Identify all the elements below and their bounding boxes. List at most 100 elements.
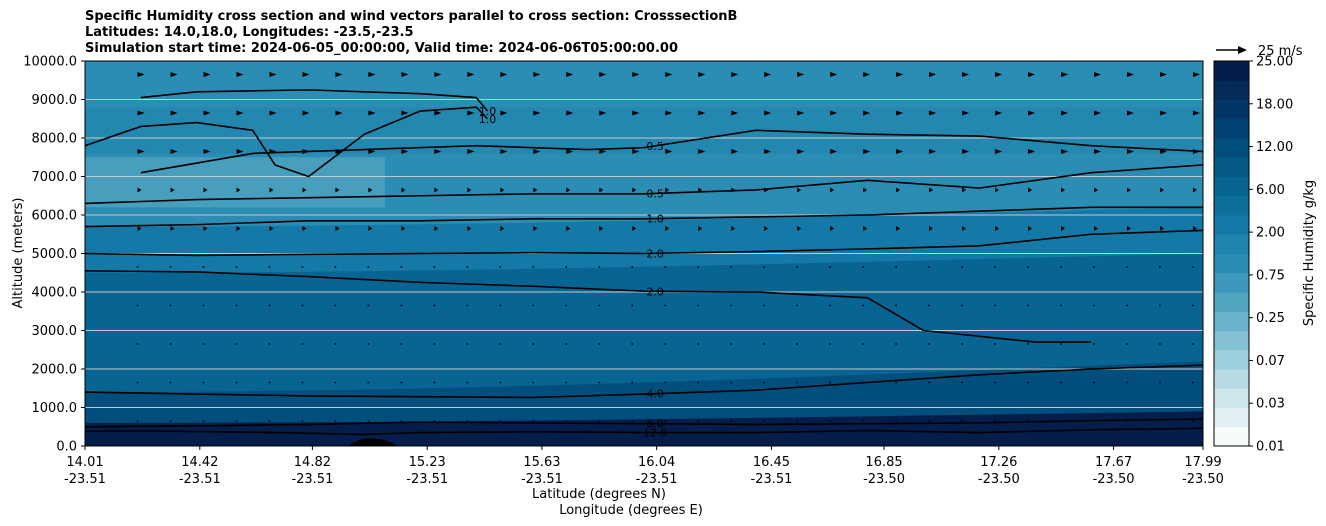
x-tick-lat-0: 14.01 xyxy=(66,455,103,470)
wind-vector-327 xyxy=(1192,343,1194,345)
colorbar-segment-17 xyxy=(1214,99,1249,120)
wind-vector-77 xyxy=(367,343,370,345)
wind-vector-203 xyxy=(797,187,802,193)
wind-vector-326 xyxy=(1192,304,1194,307)
contour-label-4: 2.0 xyxy=(646,247,664,260)
y-tick-label-10: 10000.0 xyxy=(23,55,77,70)
wind-vector-181 xyxy=(731,110,739,116)
wind-vector-94 xyxy=(434,225,439,231)
wind-vector-86 xyxy=(400,304,403,307)
wind-vector-124 xyxy=(533,225,538,231)
wind-vector-34 xyxy=(236,225,241,231)
colorbar-segment-2 xyxy=(1214,388,1249,408)
wind-vector-143 xyxy=(599,187,604,193)
colorbar-tick-label-1: 0.03 xyxy=(1256,397,1285,412)
y-tick-label-4: 4000.0 xyxy=(32,286,78,301)
wind-vector-218 xyxy=(829,381,831,384)
wind-vector-125 xyxy=(532,266,535,268)
wind-vector-96 xyxy=(433,304,436,307)
contour-6 xyxy=(85,164,1203,205)
wind-vector-63 xyxy=(335,187,340,193)
wind-vector-188 xyxy=(730,381,733,384)
wind-vector-147 xyxy=(598,343,601,345)
wind-vector-301 xyxy=(1126,110,1134,116)
wind-vector-87 xyxy=(400,343,403,345)
contour-label-5: 1.0 xyxy=(646,213,664,226)
wind-vector-252 xyxy=(962,148,970,154)
wind-vector-72 xyxy=(368,148,376,154)
wind-vector-286 xyxy=(1060,304,1062,307)
wind-vector-255 xyxy=(961,266,963,268)
wind-vector-329 xyxy=(1192,420,1194,422)
wind-vector-67 xyxy=(334,343,337,345)
colorbar-frame xyxy=(1213,60,1250,447)
wind-vector-244 xyxy=(929,225,934,231)
colorbar-tick-label-5: 2.00 xyxy=(1256,226,1285,241)
wind-vector-119 xyxy=(499,420,502,422)
wind-vector-182 xyxy=(731,148,739,154)
contour-9 xyxy=(140,89,489,112)
x-tick-lat-3: 15.23 xyxy=(409,455,446,470)
wind-vector-141 xyxy=(599,110,607,116)
wind-vector-217 xyxy=(829,343,831,345)
colorbar-segment-10 xyxy=(1214,234,1249,254)
wind-vector-260 xyxy=(995,71,1003,77)
x-tick-lon-9: -23.50 xyxy=(1093,472,1135,487)
wind-vector-257 xyxy=(961,343,963,345)
wind-vector-328 xyxy=(1192,381,1194,384)
wind-vector-258 xyxy=(961,381,963,384)
wind-vector-32 xyxy=(236,148,244,154)
wind-vector-145 xyxy=(598,266,601,268)
wind-vector-144 xyxy=(599,225,604,231)
wind-vector-201 xyxy=(797,110,805,116)
colorbar-segment-9 xyxy=(1214,253,1249,274)
wind-vector-48 xyxy=(268,381,271,384)
wind-vector-268 xyxy=(994,381,996,384)
wind-vector-45 xyxy=(268,266,271,268)
wind-vector-92 xyxy=(434,148,442,154)
wind-vector-279 xyxy=(1027,420,1029,422)
wind-vector-242 xyxy=(929,148,937,154)
wind-vector-267 xyxy=(994,343,996,345)
wind-vector-309 xyxy=(1126,420,1128,422)
vector-key-label: 25 m/s xyxy=(1258,44,1303,59)
wind-vector-269 xyxy=(994,420,996,422)
wind-vector-25 xyxy=(202,266,205,268)
wind-vector-128 xyxy=(532,381,535,384)
wind-vector-238 xyxy=(895,381,897,384)
colorbar-segment-11 xyxy=(1214,215,1249,235)
wind-vector-81 xyxy=(401,110,409,116)
wind-vector-165 xyxy=(664,266,667,268)
wind-vector-308 xyxy=(1126,381,1128,384)
wind-vector-31 xyxy=(236,110,244,116)
wind-vector-234 xyxy=(896,225,901,231)
wind-vector-140 xyxy=(599,71,607,77)
wind-vector-38 xyxy=(235,381,238,384)
wind-vector-76 xyxy=(367,304,370,307)
wind-vector-278 xyxy=(1027,381,1029,384)
fill-upper-moist xyxy=(85,107,1203,154)
wind-vector-316 xyxy=(1159,304,1161,307)
x-axis-label-lon: Longitude (degrees E) xyxy=(559,503,703,518)
wind-vector-237 xyxy=(895,343,897,345)
wind-vector-44 xyxy=(269,225,274,231)
wind-vector-66 xyxy=(334,304,337,307)
wind-vector-190 xyxy=(764,71,772,77)
wind-vector-9 xyxy=(136,420,139,422)
x-tick-lon-8: -23.50 xyxy=(978,472,1020,487)
wind-vector-317 xyxy=(1159,343,1161,345)
wind-vector-262 xyxy=(995,148,1003,154)
contour-label-6: 0.5 xyxy=(646,187,664,200)
wind-vector-40 xyxy=(269,71,277,77)
contour-7 xyxy=(140,129,1203,174)
wind-vector-65 xyxy=(334,266,337,268)
wind-vector-313 xyxy=(1159,187,1164,193)
wind-vector-292 xyxy=(1093,148,1101,154)
wind-vector-109 xyxy=(466,420,469,422)
wind-vector-321 xyxy=(1192,110,1200,116)
colorbar-tick-label-6: 6.00 xyxy=(1256,183,1285,198)
wind-vector-216 xyxy=(829,304,831,307)
wind-vector-314 xyxy=(1159,225,1164,231)
wind-vector-146 xyxy=(598,304,601,307)
x-tick-lon-7: -23.50 xyxy=(863,472,905,487)
